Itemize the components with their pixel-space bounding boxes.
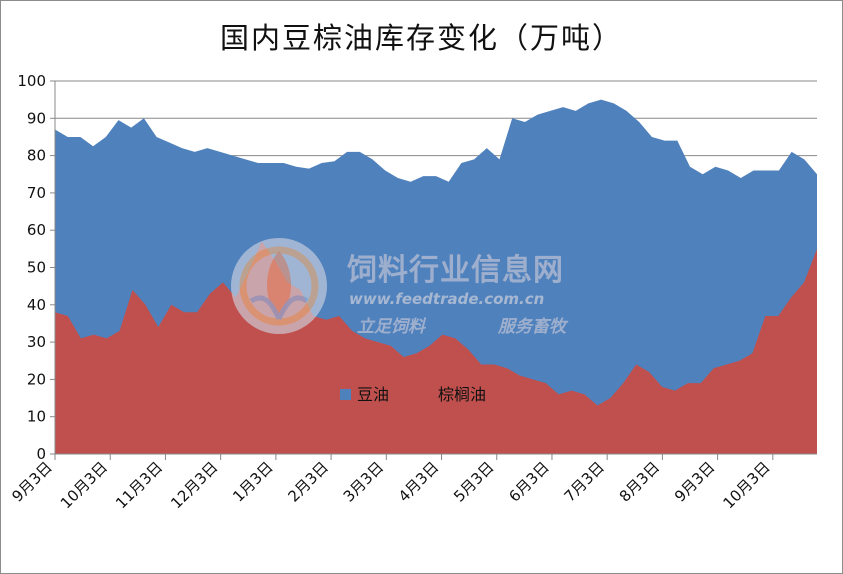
x-tick-label: 10月3日 — [719, 458, 773, 512]
y-tick-labels: 0 10 20 30 40 50 60 70 80 90 100 — [17, 72, 55, 463]
x-tick-label: 11月3日 — [112, 458, 166, 512]
x-tick-label: 4月3日 — [395, 458, 442, 505]
y-tick-label: 60 — [27, 221, 46, 239]
y-tick-label: 20 — [27, 370, 46, 388]
y-tick-label: 0 — [36, 445, 46, 463]
y-tick-label: 100 — [17, 72, 46, 90]
watermark-slogan-right: 服务畜牧 — [497, 317, 569, 337]
chart-title: 国内豆棕油库存变化（万吨） — [219, 21, 623, 55]
x-tick-label: 5月3日 — [450, 458, 497, 505]
y-tick-label: 70 — [27, 184, 46, 202]
x-tick-label: 12月3日 — [167, 458, 221, 512]
y-tick-label: 30 — [27, 333, 46, 351]
x-tick-label: 10月3日 — [57, 458, 111, 512]
feedtrade-logo-icon — [231, 238, 327, 334]
y-tick-label: 40 — [27, 296, 46, 314]
watermark-url: www.feedtrade.com.cn — [349, 290, 544, 308]
legend-label: 棕榈油 — [438, 385, 486, 404]
x-tick-label: 7月3日 — [561, 458, 608, 505]
legend-swatch — [340, 389, 351, 400]
legend-swatch — [421, 389, 432, 400]
y-tick-label: 50 — [27, 259, 46, 277]
y-tick-label: 80 — [27, 147, 46, 165]
x-tick-labels: 9月3日 10月3日 11月3日 12月3日 1月3日 2月3日 3月3日 4月3日 5月3日 6… — [8, 454, 774, 512]
x-tick-label: 8月3日 — [616, 458, 663, 505]
y-tick-label: 10 — [27, 408, 46, 426]
watermark-slogan-left: 立足饲料 — [357, 317, 427, 337]
watermark: 饲料行业信息网 www.feedtrade.com.cn 立足饲料 服务畜牧 — [231, 238, 569, 337]
x-tick-label: 2月3日 — [284, 458, 331, 505]
x-tick-label: 9月3日 — [671, 458, 718, 505]
x-tick-label: 1月3日 — [229, 458, 276, 505]
x-tick-label: 6月3日 — [505, 458, 552, 505]
y-tick-label: 90 — [27, 109, 46, 127]
legend-label: 豆油 — [357, 385, 389, 404]
watermark-name: 饲料行业信息网 — [346, 253, 564, 288]
x-tick-label: 9月3日 — [8, 458, 55, 505]
legend: 豆油 棕榈油 — [340, 385, 486, 404]
x-tick-label: 3月3日 — [340, 458, 387, 505]
